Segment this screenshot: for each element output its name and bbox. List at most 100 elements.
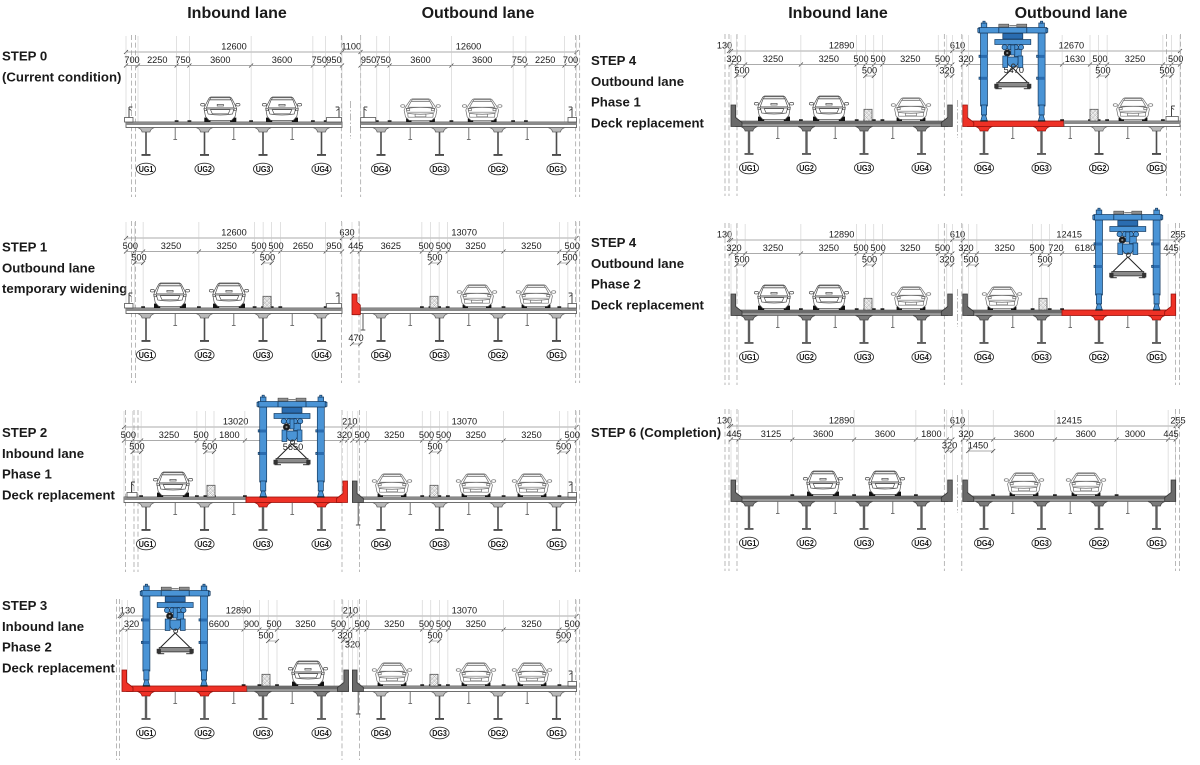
svg-text:500: 500	[129, 441, 144, 451]
svg-text:500: 500	[419, 619, 434, 629]
svg-text:UG3: UG3	[256, 165, 271, 174]
svg-text:500: 500	[963, 254, 978, 264]
svg-text:3600: 3600	[1076, 429, 1096, 439]
svg-text:500: 500	[1037, 254, 1052, 264]
svg-text:3600: 3600	[813, 429, 833, 439]
svg-text:500: 500	[853, 54, 868, 64]
svg-text:DG4: DG4	[977, 164, 992, 173]
svg-text:700: 700	[563, 55, 578, 65]
svg-text:DG4: DG4	[374, 540, 389, 549]
svg-text:3250: 3250	[384, 430, 404, 440]
svg-text:500: 500	[870, 243, 885, 253]
svg-text:DG1: DG1	[1149, 539, 1164, 548]
svg-text:3600: 3600	[410, 55, 430, 65]
svg-text:500: 500	[1092, 54, 1107, 64]
svg-text:3000: 3000	[1125, 429, 1145, 439]
svg-text:3625: 3625	[381, 241, 401, 251]
svg-text:UG1: UG1	[742, 539, 757, 548]
svg-text:UG3: UG3	[857, 353, 872, 362]
svg-text:610: 610	[950, 40, 965, 50]
svg-text:3600: 3600	[875, 429, 895, 439]
svg-text:320: 320	[958, 54, 973, 64]
svg-text:(Current condition): (Current condition)	[2, 69, 121, 84]
svg-text:UG1: UG1	[742, 353, 757, 362]
svg-text:630: 630	[339, 227, 354, 237]
svg-text:UG2: UG2	[197, 351, 212, 360]
svg-text:3600: 3600	[272, 55, 292, 65]
svg-text:13070: 13070	[452, 605, 478, 615]
svg-text:320: 320	[124, 619, 139, 629]
svg-text:500: 500	[1095, 65, 1110, 75]
svg-text:3250: 3250	[216, 241, 236, 251]
svg-text:DG2: DG2	[491, 165, 506, 174]
svg-text:1450: 1450	[968, 440, 988, 450]
svg-text:UG4: UG4	[314, 165, 329, 174]
svg-text:320: 320	[726, 54, 741, 64]
svg-text:12890: 12890	[226, 605, 252, 615]
svg-text:130: 130	[717, 40, 732, 50]
svg-text:Inbound lane: Inbound lane	[2, 619, 84, 634]
svg-text:DG1: DG1	[549, 165, 564, 174]
svg-text:3250: 3250	[819, 54, 839, 64]
svg-text:12890: 12890	[829, 40, 855, 50]
svg-text:3250: 3250	[900, 54, 920, 64]
svg-text:Deck replacement: Deck replacement	[2, 487, 115, 502]
svg-text:UG3: UG3	[256, 540, 271, 549]
svg-text:DG2: DG2	[1092, 539, 1107, 548]
svg-text:720: 720	[1048, 243, 1063, 253]
svg-text:UG2: UG2	[197, 729, 212, 738]
svg-text:DG2: DG2	[491, 729, 506, 738]
svg-text:500: 500	[268, 241, 283, 251]
svg-text:500: 500	[870, 54, 885, 64]
svg-text:3250: 3250	[521, 430, 541, 440]
svg-text:Outbound lane: Outbound lane	[591, 256, 684, 271]
svg-text:UG3: UG3	[256, 729, 271, 738]
svg-text:DG1: DG1	[1149, 353, 1164, 362]
svg-text:6180: 6180	[1075, 243, 1095, 253]
svg-text:Phase 1: Phase 1	[2, 467, 52, 482]
svg-text:DG4: DG4	[374, 165, 389, 174]
svg-text:950: 950	[361, 55, 376, 65]
svg-text:500: 500	[131, 252, 146, 262]
svg-text:500: 500	[1159, 65, 1174, 75]
svg-text:500: 500	[436, 241, 451, 251]
svg-text:STEP 2: STEP 2	[2, 425, 47, 440]
svg-text:UG2: UG2	[197, 165, 212, 174]
svg-text:210: 210	[342, 416, 357, 426]
svg-text:445: 445	[1163, 429, 1178, 439]
svg-text:445: 445	[348, 241, 363, 251]
svg-text:DG3: DG3	[432, 729, 447, 738]
svg-text:500: 500	[862, 254, 877, 264]
svg-text:445: 445	[1163, 243, 1178, 253]
svg-text:3250: 3250	[900, 243, 920, 253]
svg-text:12415: 12415	[1056, 229, 1082, 239]
svg-text:UG4: UG4	[314, 351, 329, 360]
svg-text:DG3: DG3	[432, 351, 447, 360]
svg-text:445: 445	[726, 429, 741, 439]
svg-text:3250: 3250	[295, 619, 315, 629]
svg-text:130: 130	[717, 229, 732, 239]
svg-text:500: 500	[1168, 54, 1183, 64]
svg-text:DG3: DG3	[432, 165, 447, 174]
svg-text:STEP 1: STEP 1	[2, 240, 47, 255]
svg-text:500: 500	[562, 252, 577, 262]
svg-text:950: 950	[326, 241, 341, 251]
svg-text:255: 255	[1170, 229, 1185, 239]
svg-text:12600: 12600	[221, 227, 247, 237]
svg-text:3250: 3250	[994, 243, 1014, 253]
svg-text:6600: 6600	[209, 619, 229, 629]
svg-text:13070: 13070	[451, 227, 477, 237]
svg-text:500: 500	[251, 241, 266, 251]
svg-text:1800: 1800	[921, 429, 941, 439]
svg-text:500: 500	[121, 430, 136, 440]
svg-text:950: 950	[326, 55, 341, 65]
svg-text:500: 500	[565, 241, 580, 251]
svg-text:500: 500	[260, 252, 275, 262]
svg-text:DG1: DG1	[1149, 164, 1164, 173]
svg-text:500: 500	[427, 441, 442, 451]
svg-text:13070: 13070	[452, 416, 478, 426]
svg-text:12415: 12415	[1056, 415, 1082, 425]
svg-text:12890: 12890	[829, 415, 855, 425]
svg-text:Deck replacement: Deck replacement	[2, 660, 115, 675]
svg-text:3600: 3600	[1014, 429, 1034, 439]
